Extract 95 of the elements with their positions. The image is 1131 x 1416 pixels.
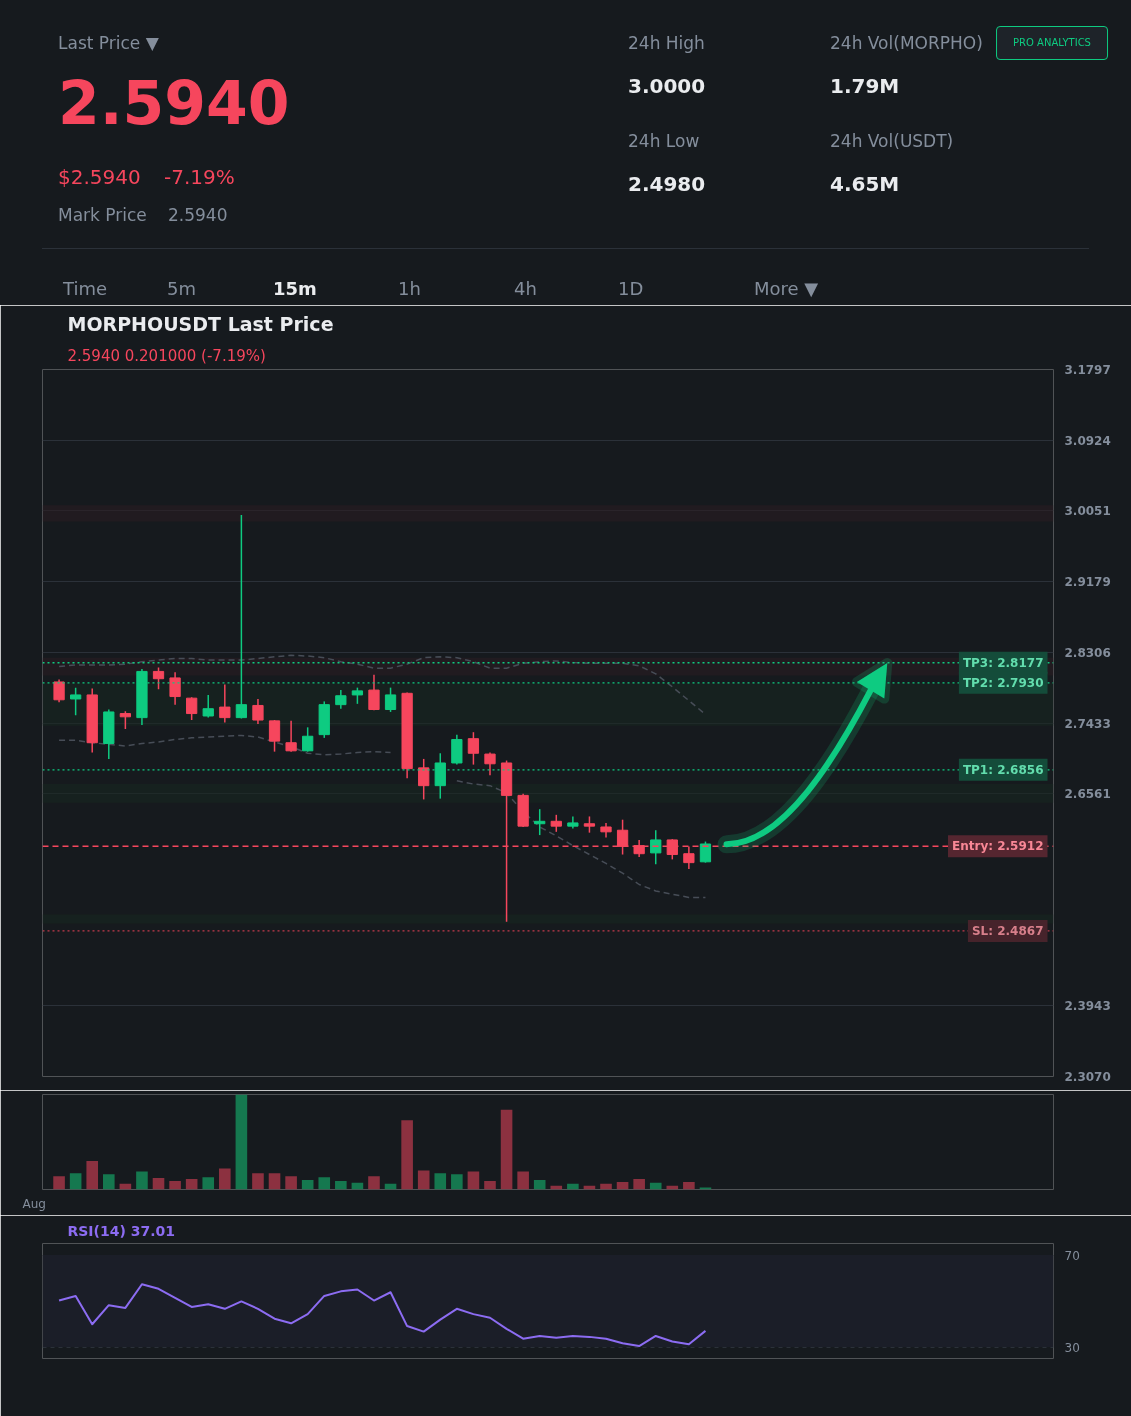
text: 5m <box>167 278 196 299</box>
y-tick-label: 2.8306 <box>1064 645 1111 660</box>
bar <box>683 1181 695 1190</box>
ref-line-label: TP1: 2.6856 <box>962 762 1044 777</box>
bar <box>235 1094 248 1190</box>
text: 24h Vol(MORPHO) <box>830 32 983 53</box>
candlestick <box>484 751 496 776</box>
ref-line-label: Entry: 2.5912 <box>952 839 1044 854</box>
bar <box>301 1180 314 1190</box>
y-tick-label: 2.3070 <box>1064 1070 1111 1084</box>
candlestick <box>650 829 662 865</box>
candlestick <box>70 686 82 716</box>
candlestick <box>418 758 430 801</box>
bar <box>567 1183 579 1190</box>
bar <box>417 1170 430 1190</box>
bar <box>102 1174 115 1190</box>
y-tick-label: 2.3943 <box>1064 999 1111 1014</box>
bar <box>268 1173 281 1190</box>
y-tick-label: 70 <box>1064 1248 1080 1263</box>
ref-line-label: TP2: 2.7930 <box>962 675 1044 690</box>
bar <box>600 1183 612 1190</box>
text: PRO ANALYTICS <box>996 26 1108 60</box>
candlestick <box>335 689 347 710</box>
y-tick-label: 3.1797 <box>1064 363 1111 377</box>
bar <box>368 1176 380 1190</box>
bar <box>500 1109 513 1190</box>
y-tick-label: 30 <box>1064 1340 1080 1355</box>
candlestick <box>169 671 181 706</box>
ref-line-label: SL: 2.4867 <box>971 923 1044 938</box>
candlestick <box>368 673 380 712</box>
candlestick <box>202 694 214 719</box>
candlestick <box>252 698 264 725</box>
bar <box>484 1180 496 1190</box>
chart-title: MORPHOUSDT Last Price <box>67 312 334 335</box>
bar <box>136 1171 148 1190</box>
text: -7.19% <box>164 165 235 189</box>
candlestick <box>152 666 165 691</box>
text: $2.5940 <box>58 165 141 189</box>
bar <box>219 1168 231 1190</box>
bar <box>152 1178 165 1190</box>
text: 1.79M <box>830 74 900 98</box>
text: Mark Price <box>58 204 147 225</box>
text: Time <box>63 278 108 299</box>
text: More ▼ <box>754 278 819 299</box>
text: 1D <box>618 278 644 299</box>
text: 2.5940 <box>58 68 290 138</box>
bar <box>451 1174 463 1190</box>
candlestick <box>186 696 198 721</box>
bar <box>434 1173 447 1190</box>
candlestick <box>467 731 480 766</box>
text: 2.5940 <box>168 204 228 225</box>
candlestick <box>534 808 546 836</box>
y-tick-label: 2.6561 <box>1064 787 1111 802</box>
bar <box>633 1179 645 1190</box>
candlestick <box>53 678 65 703</box>
bar <box>318 1177 331 1190</box>
bar <box>467 1171 480 1190</box>
bar <box>517 1171 529 1190</box>
bar <box>185 1179 198 1190</box>
bar <box>252 1173 264 1190</box>
bar <box>69 1173 82 1190</box>
bar <box>533 1180 546 1190</box>
bar <box>649 1182 662 1190</box>
text: 15m <box>273 278 317 299</box>
text: 4h <box>514 278 537 299</box>
y-tick-label: 2.7433 <box>1064 716 1111 731</box>
text: 24h High <box>628 32 705 53</box>
text: 1h <box>398 278 421 299</box>
y-tick-label: 3.0924 <box>1064 433 1111 448</box>
bar <box>401 1120 413 1190</box>
chart-title: RSI(14) 37.01 <box>67 1222 176 1239</box>
ref-line-label: TP3: 2.8177 <box>962 655 1044 670</box>
text: 24h Low <box>628 130 700 151</box>
text: 24h Vol(USDT) <box>830 130 954 151</box>
bar <box>86 1161 99 1190</box>
candlestick <box>302 726 314 753</box>
y-tick-label: 2.9179 <box>1064 575 1111 590</box>
candlestick <box>219 683 231 724</box>
candlestick <box>285 720 297 753</box>
bar <box>53 1176 65 1190</box>
candlestick <box>268 719 281 753</box>
text: Last Price ▼ <box>58 32 159 53</box>
bar <box>169 1180 181 1190</box>
text: Aug <box>22 1196 46 1211</box>
y-tick-label: 3.0051 <box>1064 504 1111 519</box>
bar <box>335 1180 347 1190</box>
text: 4.65M <box>830 172 900 196</box>
candlestick <box>451 733 463 766</box>
line-series <box>58 1283 707 1348</box>
text: 3.0000 <box>628 74 706 98</box>
bar <box>202 1177 215 1190</box>
chart-subtitle: 2.5940 0.201000 (-7.19%) <box>67 346 266 365</box>
bar <box>285 1176 297 1190</box>
text: 2.4980 <box>628 172 706 196</box>
candlestick <box>384 686 397 713</box>
